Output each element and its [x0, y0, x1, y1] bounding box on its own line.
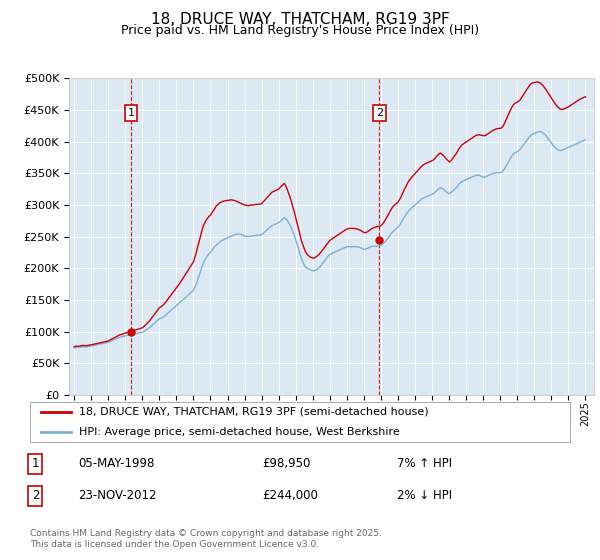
Text: 18, DRUCE WAY, THATCHAM, RG19 3PF: 18, DRUCE WAY, THATCHAM, RG19 3PF — [151, 12, 449, 27]
Text: 18, DRUCE WAY, THATCHAM, RG19 3PF (semi-detached house): 18, DRUCE WAY, THATCHAM, RG19 3PF (semi-… — [79, 407, 428, 417]
Text: 1: 1 — [32, 458, 39, 470]
Text: 2: 2 — [376, 108, 383, 118]
Text: 7% ↑ HPI: 7% ↑ HPI — [397, 458, 452, 470]
Text: 2% ↓ HPI: 2% ↓ HPI — [397, 489, 452, 502]
Text: 23-NOV-2012: 23-NOV-2012 — [79, 489, 157, 502]
Text: HPI: Average price, semi-detached house, West Berkshire: HPI: Average price, semi-detached house,… — [79, 427, 400, 437]
Text: £244,000: £244,000 — [262, 489, 318, 502]
Text: 1: 1 — [128, 108, 135, 118]
Text: £98,950: £98,950 — [262, 458, 311, 470]
Text: 05-MAY-1998: 05-MAY-1998 — [79, 458, 155, 470]
Text: Price paid vs. HM Land Registry's House Price Index (HPI): Price paid vs. HM Land Registry's House … — [121, 24, 479, 36]
Text: 2: 2 — [32, 489, 39, 502]
Text: Contains HM Land Registry data © Crown copyright and database right 2025.
This d: Contains HM Land Registry data © Crown c… — [30, 529, 382, 549]
